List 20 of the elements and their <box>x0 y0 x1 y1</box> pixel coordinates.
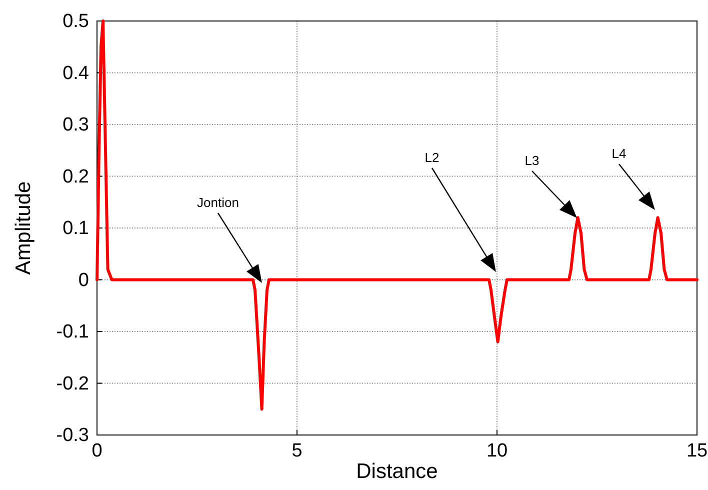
y-tick-label: 0.5 <box>62 11 89 32</box>
y-tick-label: -0.1 <box>56 322 89 343</box>
line-series <box>96 20 698 411</box>
annotation: L4 <box>612 146 626 161</box>
y-tick-label: 0.3 <box>62 114 89 136</box>
x-tick-label: 10 <box>486 440 508 462</box>
y-tick-label: -0.2 <box>56 373 89 394</box>
x-tick-label: 5 <box>292 440 302 462</box>
y-axis-title: Amplitude <box>12 181 35 275</box>
y-tick-label: 0 <box>78 270 89 291</box>
y-tick-label: -0.3 <box>56 425 89 446</box>
y-tick-label: 0.1 <box>62 218 89 240</box>
y-tick-label: 0.2 <box>62 166 89 188</box>
x-axis-title: Distance <box>356 460 438 483</box>
x-tick-label: 15 <box>686 440 708 462</box>
annotation: Jontion <box>197 195 239 210</box>
y-tick-label: 0.4 <box>62 62 90 84</box>
annotation: L3 <box>524 153 540 168</box>
x-tick-label: 0 <box>92 440 102 462</box>
annotation: L2 <box>424 150 440 165</box>
